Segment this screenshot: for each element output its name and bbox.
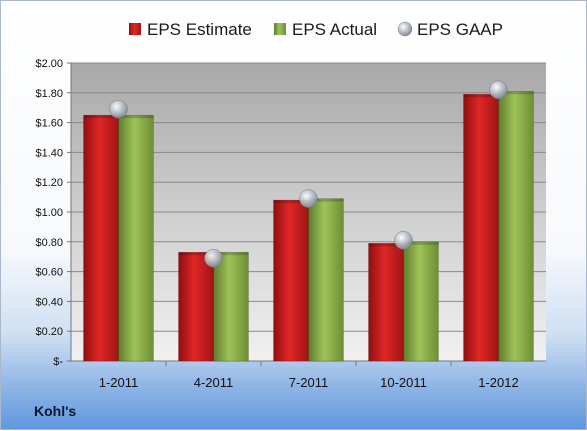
y-tick-label: $1.60 [35,118,63,130]
bar-eps-actual [213,251,249,362]
legend: EPS Estimate EPS Actual EPS GAAP [129,20,503,39]
bar-eps-estimate [178,251,214,362]
x-tick-label: 7-2011 [289,375,329,390]
legend-marker-eps-gaap [397,21,413,37]
bar-eps-actual [308,198,344,362]
y-tick-label: $0.80 [35,237,63,249]
bar-eps-estimate [463,94,499,362]
bar-top-shade-eps-actual [498,91,534,95]
legend-label-eps-gaap: EPS GAAP [417,20,503,39]
y-tick-label: $1.00 [35,207,63,219]
x-tick-label: 4-2011 [194,375,234,390]
bar-eps-estimate [368,243,404,362]
bar-top-shade-eps-actual [403,241,439,245]
x-tick-label: 1-2011 [99,375,139,390]
x-tick-label: 1-2012 [478,375,518,390]
y-tick-label: $1.40 [35,147,63,159]
marker-eps-gaap [299,189,318,208]
bar-top-shade-eps-actual [213,252,249,256]
bar-top-shade-eps-actual [118,115,154,119]
marker-eps-gaap [204,248,223,268]
legend-swatch-eps-estimate [129,23,141,35]
y-tick-label: $0.60 [35,267,63,279]
y-axis: $- $0.20 $0.40 $0.60 $0.80 $1.00 $1.20 $1.40 $1.… [35,58,72,368]
bar-top-shade-eps-estimate [83,115,119,119]
y-tick-label: $0.40 [35,296,63,308]
x-tick-label: 10-2011 [380,375,427,390]
bars [83,91,534,362]
legend-label-eps-estimate: EPS Estimate [147,20,252,39]
bar-top-shade-eps-estimate [178,252,214,256]
bar-eps-estimate [273,199,309,362]
marker-eps-gaap [394,231,413,250]
bar-eps-actual [498,91,534,362]
y-tick-label: $0.20 [35,326,63,338]
bar-top-shade-eps-estimate [463,94,499,98]
y-tick-label: $1.20 [35,177,63,189]
y-tick-label: $1.80 [35,88,63,100]
marker-eps-gaap [109,99,128,119]
bar-top-shade-eps-actual [308,198,344,202]
legend-label-eps-actual: EPS Actual [292,20,377,39]
bar-eps-estimate [83,114,119,362]
marker-eps-gaap [489,80,508,100]
legend-swatch-eps-actual [274,23,286,35]
y-tick-label: $- [53,356,63,368]
x-axis: 1-2011 4-2011 7-2011 10-2011 1-2012 [71,360,546,390]
bar-top-shade-eps-estimate [273,200,309,204]
gaap-markers [109,80,508,268]
y-tick-label: $2.00 [35,58,63,70]
bar-eps-actual [118,114,154,362]
bar-eps-actual [403,241,439,362]
bar-top-shade-eps-estimate [368,243,404,247]
company-label: Kohl's [34,403,77,419]
